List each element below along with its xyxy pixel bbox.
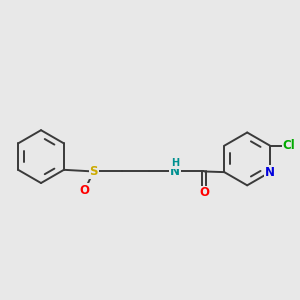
Text: N: N [170, 165, 180, 178]
Text: O: O [80, 184, 89, 197]
Text: Cl: Cl [283, 139, 295, 152]
Text: H: H [171, 158, 179, 168]
Text: S: S [89, 165, 98, 178]
Text: O: O [199, 186, 209, 200]
Text: N: N [265, 166, 275, 178]
